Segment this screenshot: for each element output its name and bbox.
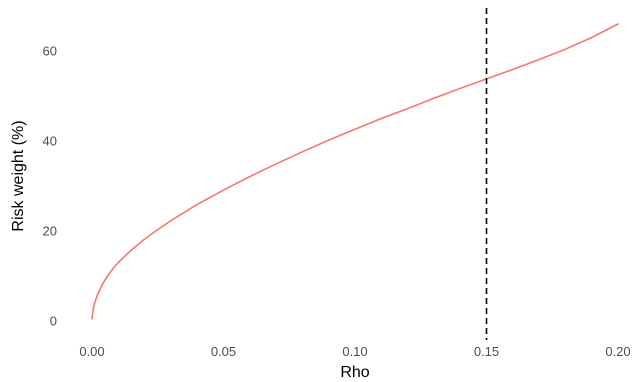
x-tick-label: 0.15 — [474, 344, 499, 359]
y-tick-label: 0 — [50, 314, 57, 329]
y-axis-title: Risk weight (%) — [10, 120, 27, 231]
y-tick-label: 60 — [43, 44, 57, 59]
x-axis-title: Rho — [340, 364, 369, 381]
x-tick-label: 0.00 — [79, 344, 104, 359]
x-axis-ticks: 0.00 0.05 0.10 0.15 0.20 — [79, 344, 630, 359]
x-tick-label: 0.05 — [211, 344, 236, 359]
y-tick-label: 20 — [43, 224, 57, 239]
series-line — [91, 23, 619, 320]
plot-area — [91, 8, 619, 340]
y-axis-ticks: 0 20 40 60 — [43, 44, 57, 329]
x-tick-label: 0.20 — [605, 344, 630, 359]
x-tick-label: 0.10 — [342, 344, 367, 359]
y-tick-label: 40 — [43, 134, 57, 149]
